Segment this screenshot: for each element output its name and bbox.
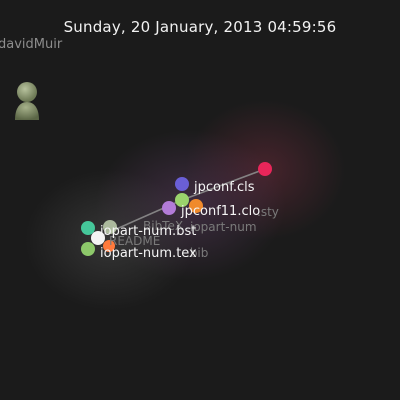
file-node-readme[interactable] [91, 231, 105, 245]
file-node-jpconf-cls[interactable] [175, 177, 189, 191]
file-label-iopart-num-tex: iopart-num.tex [100, 246, 197, 261]
file-label-sty: .sty [257, 205, 279, 219]
activity-glow [25, 170, 195, 310]
file-node-sty[interactable] [162, 201, 176, 215]
file-node-iopart-num-ghost[interactable] [103, 240, 115, 252]
file-node-iopart-num-bst[interactable] [81, 221, 95, 235]
file-nodes [81, 177, 203, 256]
file-label-bibtex: BibTeX [143, 219, 184, 233]
file-node-bib[interactable] [103, 220, 117, 234]
file-node-iopart-num-tex[interactable] [81, 242, 95, 256]
file-label-iopart-num-bst: iopart-num.bst [100, 224, 197, 239]
file-label-readme: README [109, 234, 161, 248]
directory-node[interactable] [258, 162, 272, 176]
timestamp: Sunday, 20 January, 2013 04:59:56 [63, 18, 337, 36]
edge [181, 168, 266, 201]
user-name: davidMuir [0, 37, 63, 52]
file-label-jpconf11-clo: jpconf11.clo [181, 204, 261, 219]
file-label-jpconf-cls: jpconf.cls [194, 180, 255, 195]
file-node-bibtex[interactable] [175, 193, 189, 207]
file-label-iopart-num-ghost: iopart-num [190, 220, 257, 234]
file-node-jpconf11-clo[interactable] [189, 199, 203, 213]
person-avatar-icon[interactable] [12, 80, 42, 122]
file-label-bib: .bib [186, 246, 209, 260]
